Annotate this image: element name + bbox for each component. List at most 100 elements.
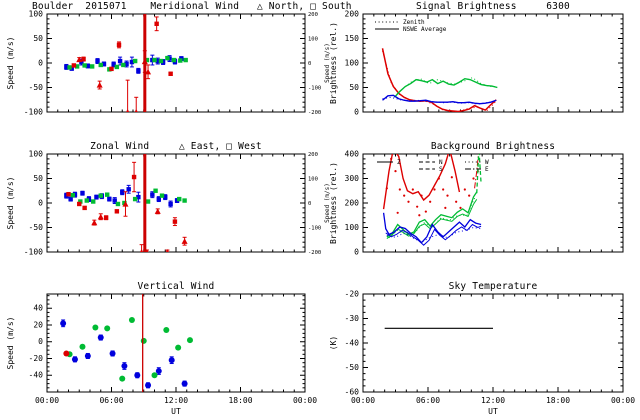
zonal-wind-title: Zonal Wind △ East, □ West	[90, 141, 262, 152]
series-bg-green-dashed-spike	[476, 154, 482, 194]
axes	[362, 13, 624, 113]
axis-text: 100	[29, 10, 44, 19]
axis-text: 40	[33, 304, 43, 313]
axis-text: 06:00	[416, 396, 440, 405]
axis-text: -60	[345, 388, 360, 397]
axis-text: Speed (m/s)	[324, 43, 331, 83]
axis-text: 200	[308, 12, 318, 18]
plot-data	[382, 154, 482, 246]
axes	[362, 293, 624, 393]
axes	[46, 293, 306, 393]
axis-text: UT	[488, 407, 498, 416]
axis-text: 0	[38, 59, 43, 68]
axis-text: Zenith	[403, 19, 425, 26]
axis-text: -40	[29, 371, 44, 380]
series-bg-blue-1	[382, 212, 482, 244]
axis-text: N	[439, 159, 443, 166]
axis-text: 18:00	[546, 396, 570, 405]
series-vertical-red	[63, 350, 70, 357]
panel-vertical-wind: Vertical Wind -40 -20 0 20 40 00:00 06:00 12:00…	[0, 280, 320, 420]
axis-text: 50	[33, 34, 43, 43]
axis-text: 200	[308, 152, 318, 158]
series-bg-blue-2	[385, 223, 482, 246]
axis-text: -30	[345, 314, 360, 323]
plot-data	[64, 161, 188, 252]
vertical-wind-title: Vertical Wind	[137, 281, 215, 292]
axis-text: Z	[397, 159, 401, 166]
series-bg-green-2	[386, 199, 478, 239]
series-nswe-red-solid	[381, 48, 497, 112]
meridional-wind-chart: -100 -50 0 50 100 200 100 0 -100 -200 Speed (m/s) S…	[6, 10, 331, 117]
axis-text: 12:00	[481, 396, 505, 405]
zonal-wind-chart: -100 -50 0 50 100 200 100 0 -100 -200 Speed (m/s) S…	[6, 150, 331, 257]
axis-text: W	[485, 159, 489, 166]
series-red-squares	[66, 161, 178, 227]
plot-data	[381, 48, 498, 112]
axis-text: 0	[38, 199, 43, 208]
vertical-wind-chart: -40 -20 0 20 40 00:00 06:00 12:00 18:00 00:00 UT Sp…	[6, 293, 317, 416]
axis-text: -50	[29, 83, 44, 92]
axis-text: 0	[308, 61, 311, 67]
axis-text: Brightness (rel.)	[329, 162, 338, 244]
axis-text: 00:00	[293, 396, 317, 405]
axis-text: NSWE Average	[403, 26, 447, 33]
axis-text: 20	[33, 320, 43, 329]
axis-text: 100	[29, 150, 44, 159]
axis-text: -50	[345, 363, 360, 372]
axes	[46, 153, 306, 253]
panel-sky-temperature: Sky Temperature -60 -50 -40 -30 -20 00:00 06:0…	[320, 280, 640, 420]
axis-text: 100	[345, 223, 360, 232]
axis-text: 50	[33, 174, 43, 183]
axis-text: 06:00	[99, 396, 123, 405]
axis-text: 0	[354, 248, 359, 257]
axis-text: 300	[345, 174, 360, 183]
axis-text: 200	[345, 199, 360, 208]
axis-text: 200	[345, 10, 360, 19]
plot-data	[60, 316, 193, 389]
series-bg-red-dots	[385, 157, 479, 217]
axis-text: 12:00	[164, 396, 188, 405]
panel-zonal-wind: Zonal Wind △ East, □ West -100 -50 0 50 100 2…	[0, 140, 331, 280]
axis-text: 00:00	[351, 396, 375, 405]
axis-text: Speed (m/s)	[6, 317, 15, 370]
axis-text: 18:00	[228, 396, 252, 405]
signal-brightness-chart: 0 50 100 150 200 Brightness (rel.) ZenithNSWE …	[329, 10, 624, 117]
axis-text: 00:00	[35, 396, 59, 405]
axis-text: 0	[308, 201, 311, 207]
series-vertical-green	[66, 316, 193, 382]
plot-data	[64, 16, 188, 112]
series-nswe-green-solid	[393, 77, 498, 98]
axis-text: 100	[345, 59, 360, 68]
axis-text: 00:00	[611, 396, 635, 405]
axis-text: -200	[308, 110, 321, 116]
series-bg-blue-dotted	[386, 226, 482, 243]
background-brightness-chart: 0 100 200 300 400 Brightness (rel.) Z NS WE	[329, 150, 624, 257]
axis-text: 400	[345, 150, 360, 159]
axis-text: -100	[308, 226, 321, 232]
axis-text: S	[439, 166, 443, 173]
axis-text: -200	[308, 250, 321, 256]
background-brightness-title: Background Brightness	[430, 141, 556, 152]
panel-background-brightness: Background Brightness 0 100 200 300 400 Brigh…	[320, 140, 640, 280]
axis-text: UT	[171, 407, 181, 416]
series-nswe-blue-solid	[382, 94, 497, 105]
axis-text: (K)	[329, 336, 338, 350]
sky-temperature-chart: -60 -50 -40 -30 -20 00:00 06:00 12:00 18:00 00:00…	[329, 290, 635, 417]
axis-text: -20	[345, 290, 360, 299]
series-bg-green-1	[386, 191, 478, 238]
axis-text: -100	[24, 108, 43, 117]
axis-text: E	[485, 166, 489, 173]
axis-text: -50	[29, 223, 44, 232]
panel-meridional-wind: Boulder 2015071 Meridional Wind △ North,…	[0, 0, 351, 140]
series-zenith-ref-green	[67, 55, 188, 72]
sky-temperature-title: Sky Temperature	[448, 281, 538, 292]
panel-signal-brightness: Signal Brightness 6300 0 50 100 150 200 Brigh…	[320, 0, 640, 140]
axis-text: Speed (m/s)	[324, 183, 331, 223]
axis-text: 100	[308, 37, 318, 43]
axis-text: -100	[308, 86, 321, 92]
series-bg-red-solid	[382, 154, 461, 210]
axis-text: 100	[308, 177, 318, 183]
axis-text: 0	[38, 337, 43, 346]
axis-text: 50	[349, 83, 359, 92]
